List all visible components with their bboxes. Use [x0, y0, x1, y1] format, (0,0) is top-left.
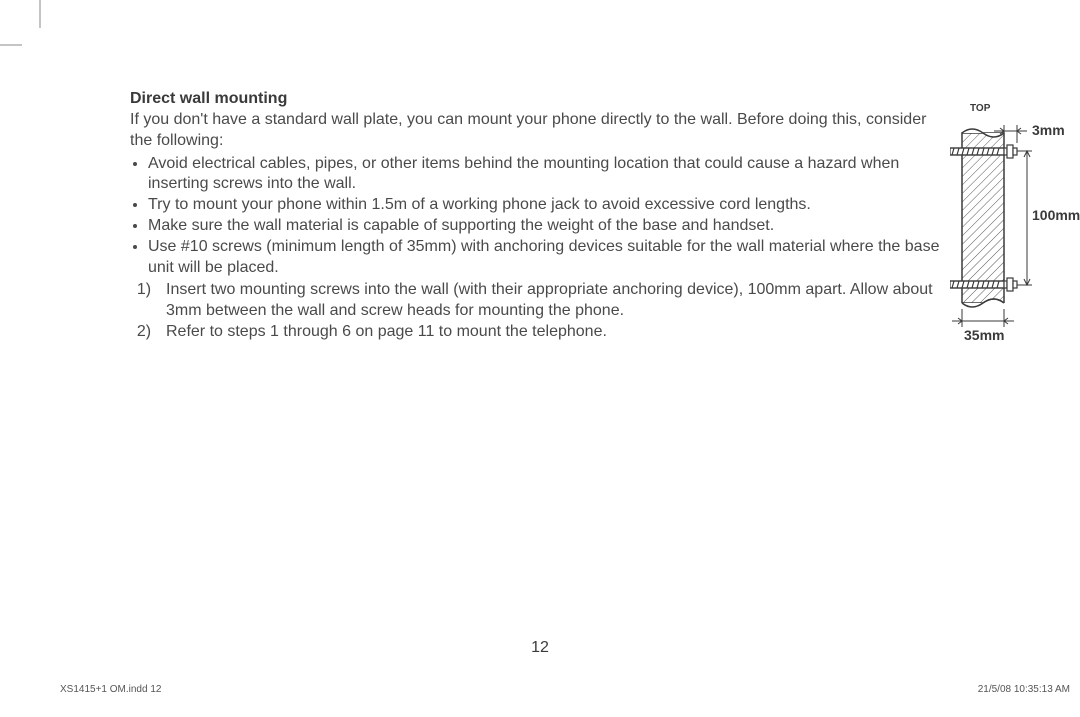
- page-number: 12: [0, 639, 1080, 657]
- bullet-item: Use #10 screws (minimum length of 35mm) …: [148, 237, 940, 279]
- bullet-list: Avoid electrical cables, pipes, or other…: [130, 154, 940, 279]
- diagram-spacing-label: 100mm: [1032, 207, 1080, 223]
- section-heading: Direct wall mounting: [130, 90, 940, 108]
- bullet-item: Avoid electrical cables, pipes, or other…: [148, 154, 940, 196]
- diagram-top-label: TOP: [970, 103, 990, 114]
- numbered-steps: Insert two mounting screws into the wall…: [130, 280, 940, 342]
- step-item: Insert two mounting screws into the wall…: [160, 280, 940, 322]
- footer-timestamp: 21/5/08 10:35:13 AM: [978, 684, 1070, 695]
- intro-paragraph: If you don't have a standard wall plate,…: [130, 110, 940, 152]
- page-content: Direct wall mounting If you don't have a…: [130, 90, 940, 343]
- diagram-width-label: 35mm: [964, 327, 1004, 343]
- footer-filename: XS1415+1 OM.indd 12: [60, 684, 161, 695]
- bullet-item: Make sure the wall material is capable o…: [148, 216, 940, 237]
- diagram-gap-label: 3mm: [1032, 122, 1065, 138]
- bullet-item: Try to mount your phone within 1.5m of a…: [148, 195, 940, 216]
- mounting-diagram: TOP 3mm 100mm 35mm: [950, 95, 1080, 335]
- step-item: Refer to steps 1 through 6 on page 11 to…: [160, 322, 940, 343]
